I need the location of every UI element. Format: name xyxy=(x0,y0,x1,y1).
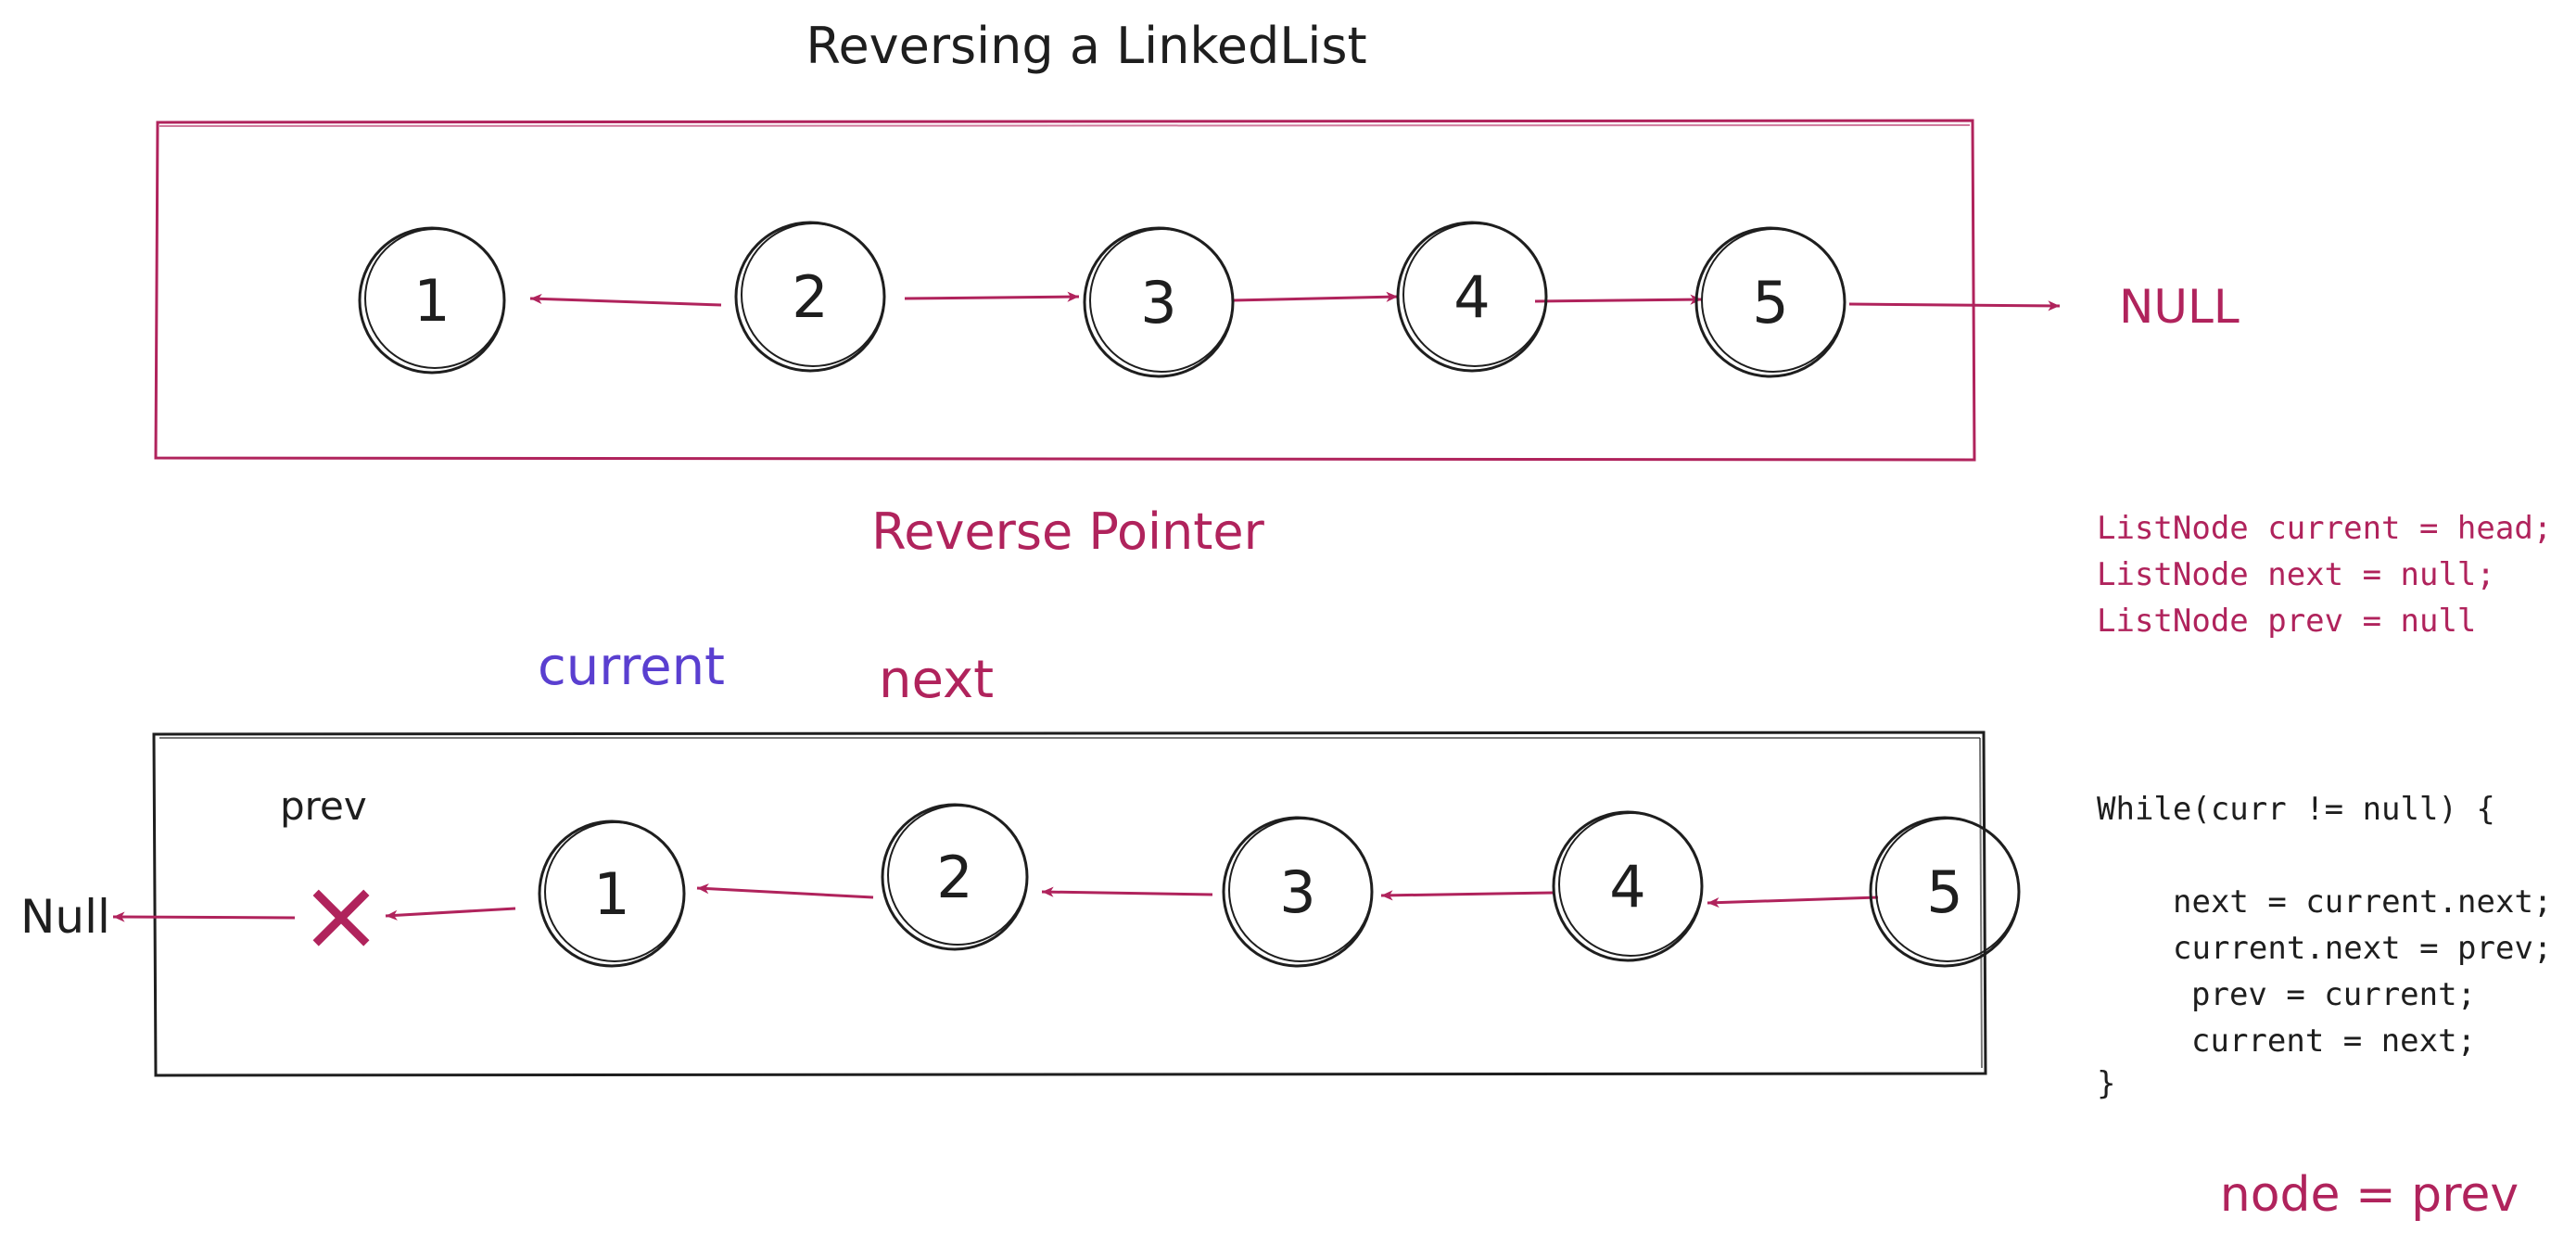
arrow-1-to-cross xyxy=(385,907,516,921)
result-label: node = prev xyxy=(2220,1167,2519,1223)
arrow-4-to-5 xyxy=(1534,294,1703,305)
bottom-node-label: 5 xyxy=(1926,858,1962,926)
bottom-node-4: 4 xyxy=(1552,810,1704,962)
top-null-label: NULL xyxy=(2119,280,2240,334)
bottom-null-label: Null xyxy=(20,890,110,944)
top-node-label: 5 xyxy=(1752,269,1788,337)
code-line: While(curr != null) { xyxy=(2097,791,2495,828)
code-line: } xyxy=(2097,1065,2115,1102)
code-line: next = current.next; xyxy=(2173,883,2552,921)
top-node-label: 1 xyxy=(413,267,450,335)
arrow-2-to-1 xyxy=(529,293,722,307)
top-list-arrows xyxy=(529,291,2061,311)
top-node-label: 4 xyxy=(1453,263,1490,331)
code-line: ListNode next = null; xyxy=(2097,556,2495,593)
init-code-block: ListNode current = head; ListNode next =… xyxy=(2097,510,2552,640)
top-node-label: 3 xyxy=(1140,269,1176,337)
top-node-1: 1 xyxy=(358,226,506,375)
bottom-node-3: 3 xyxy=(1222,816,1374,968)
bottom-node-label: 2 xyxy=(936,844,972,911)
top-node-label: 2 xyxy=(792,263,828,331)
bottom-node-label: 3 xyxy=(1279,858,1315,926)
bottom-node-5: 5 xyxy=(1869,816,2021,968)
next-pointer-label: next xyxy=(879,650,994,710)
top-node-5: 5 xyxy=(1694,226,1846,378)
top-list-nodes: 1 2 3 4 5 xyxy=(358,221,1846,378)
code-line: current.next = prev; xyxy=(2173,930,2552,967)
bottom-list-box xyxy=(152,730,1987,1077)
section-label: Reverse Pointer xyxy=(871,502,1265,561)
diagram-title: Reversing a LinkedList xyxy=(806,17,1366,75)
bottom-node-label: 1 xyxy=(593,860,629,928)
arrow-2-to-3 xyxy=(904,291,1080,302)
prev-pointer-label: prev xyxy=(280,783,367,829)
current-pointer-label: current xyxy=(538,637,725,697)
bottom-node-1: 1 xyxy=(538,819,686,968)
top-node-2: 2 xyxy=(734,221,886,373)
arrow-cross-to-null xyxy=(112,911,296,922)
bottom-list-nodes: 1 2 3 4 5 xyxy=(538,803,2021,968)
code-line: current = next; xyxy=(2191,1023,2476,1060)
arrow-3-to-2 xyxy=(1041,886,1213,897)
bottom-list-arrows xyxy=(112,883,1879,922)
prev-cross-mark: × xyxy=(299,858,384,973)
loop-code-block: While(curr != null) { next = current.nex… xyxy=(2097,791,2552,1102)
bottom-node-2: 2 xyxy=(881,803,1029,951)
arrow-2-to-1 xyxy=(696,883,874,899)
bottom-node-label: 4 xyxy=(1609,853,1645,921)
top-node-3: 3 xyxy=(1083,226,1235,378)
top-list-box xyxy=(154,119,1976,462)
top-node-4: 4 xyxy=(1396,221,1548,373)
code-line: prev = current; xyxy=(2191,976,2476,1013)
arrow-5-to-4 xyxy=(1707,896,1879,908)
arrow-5-to-null xyxy=(1848,300,2061,311)
code-line: ListNode prev = null xyxy=(2097,603,2476,640)
code-line: ListNode current = head; xyxy=(2097,510,2552,547)
arrow-3-to-4 xyxy=(1232,291,1399,302)
arrow-4-to-3 xyxy=(1380,890,1554,901)
